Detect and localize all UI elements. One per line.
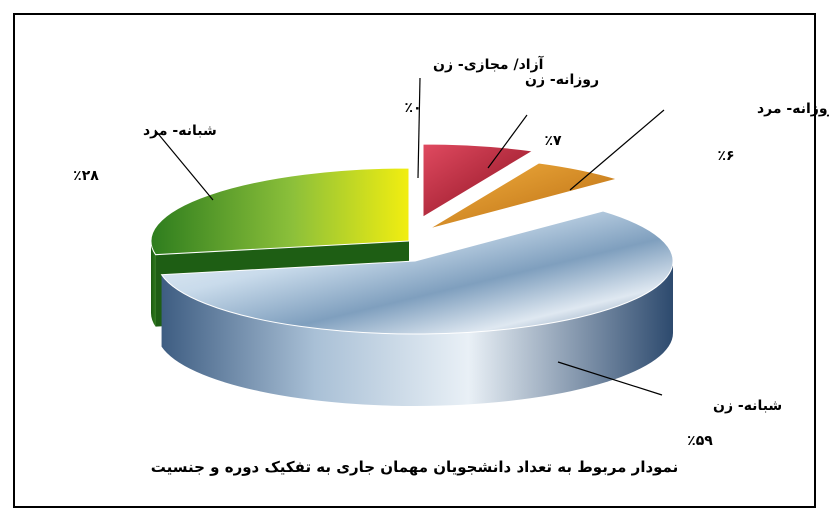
slice-label-1: روزانه- زن [525,72,599,88]
slice-value-label-1: ٪۷ [544,133,562,149]
leader-line-2 [569,109,665,191]
slice-value-label-3: ٪۵۹ [687,433,713,449]
pie-slice-2 [428,162,619,230]
chart-frame [13,13,816,508]
pie-slice-side-4 [151,241,156,327]
leader-line-1 [487,114,528,169]
leader-line-4 [154,129,214,201]
pie-slice-4 [150,167,410,256]
slice-label-4: شبانه- مرد [143,123,217,139]
slice-value-label-4: ٪۲۸ [73,168,99,184]
slice-label-2: روزانه- مرد [757,101,829,117]
slice-label-0: آزاد/ مجازی- زن [433,55,545,73]
pie-slice-3 [160,210,674,335]
leader-line-3 [557,361,663,396]
pie-slice-side-3 [161,261,674,407]
slice-value-label-0: ٪۰ [404,100,421,116]
slice-value-label-2: ٪۶ [717,148,734,164]
chart-title: نمودار مربوط به تعداد دانشجویان مهمان جا… [150,458,679,476]
slice-label-3: شبانه- زن [713,398,782,414]
pie-slice-1 [422,143,535,218]
leader-line-0 [417,77,421,179]
